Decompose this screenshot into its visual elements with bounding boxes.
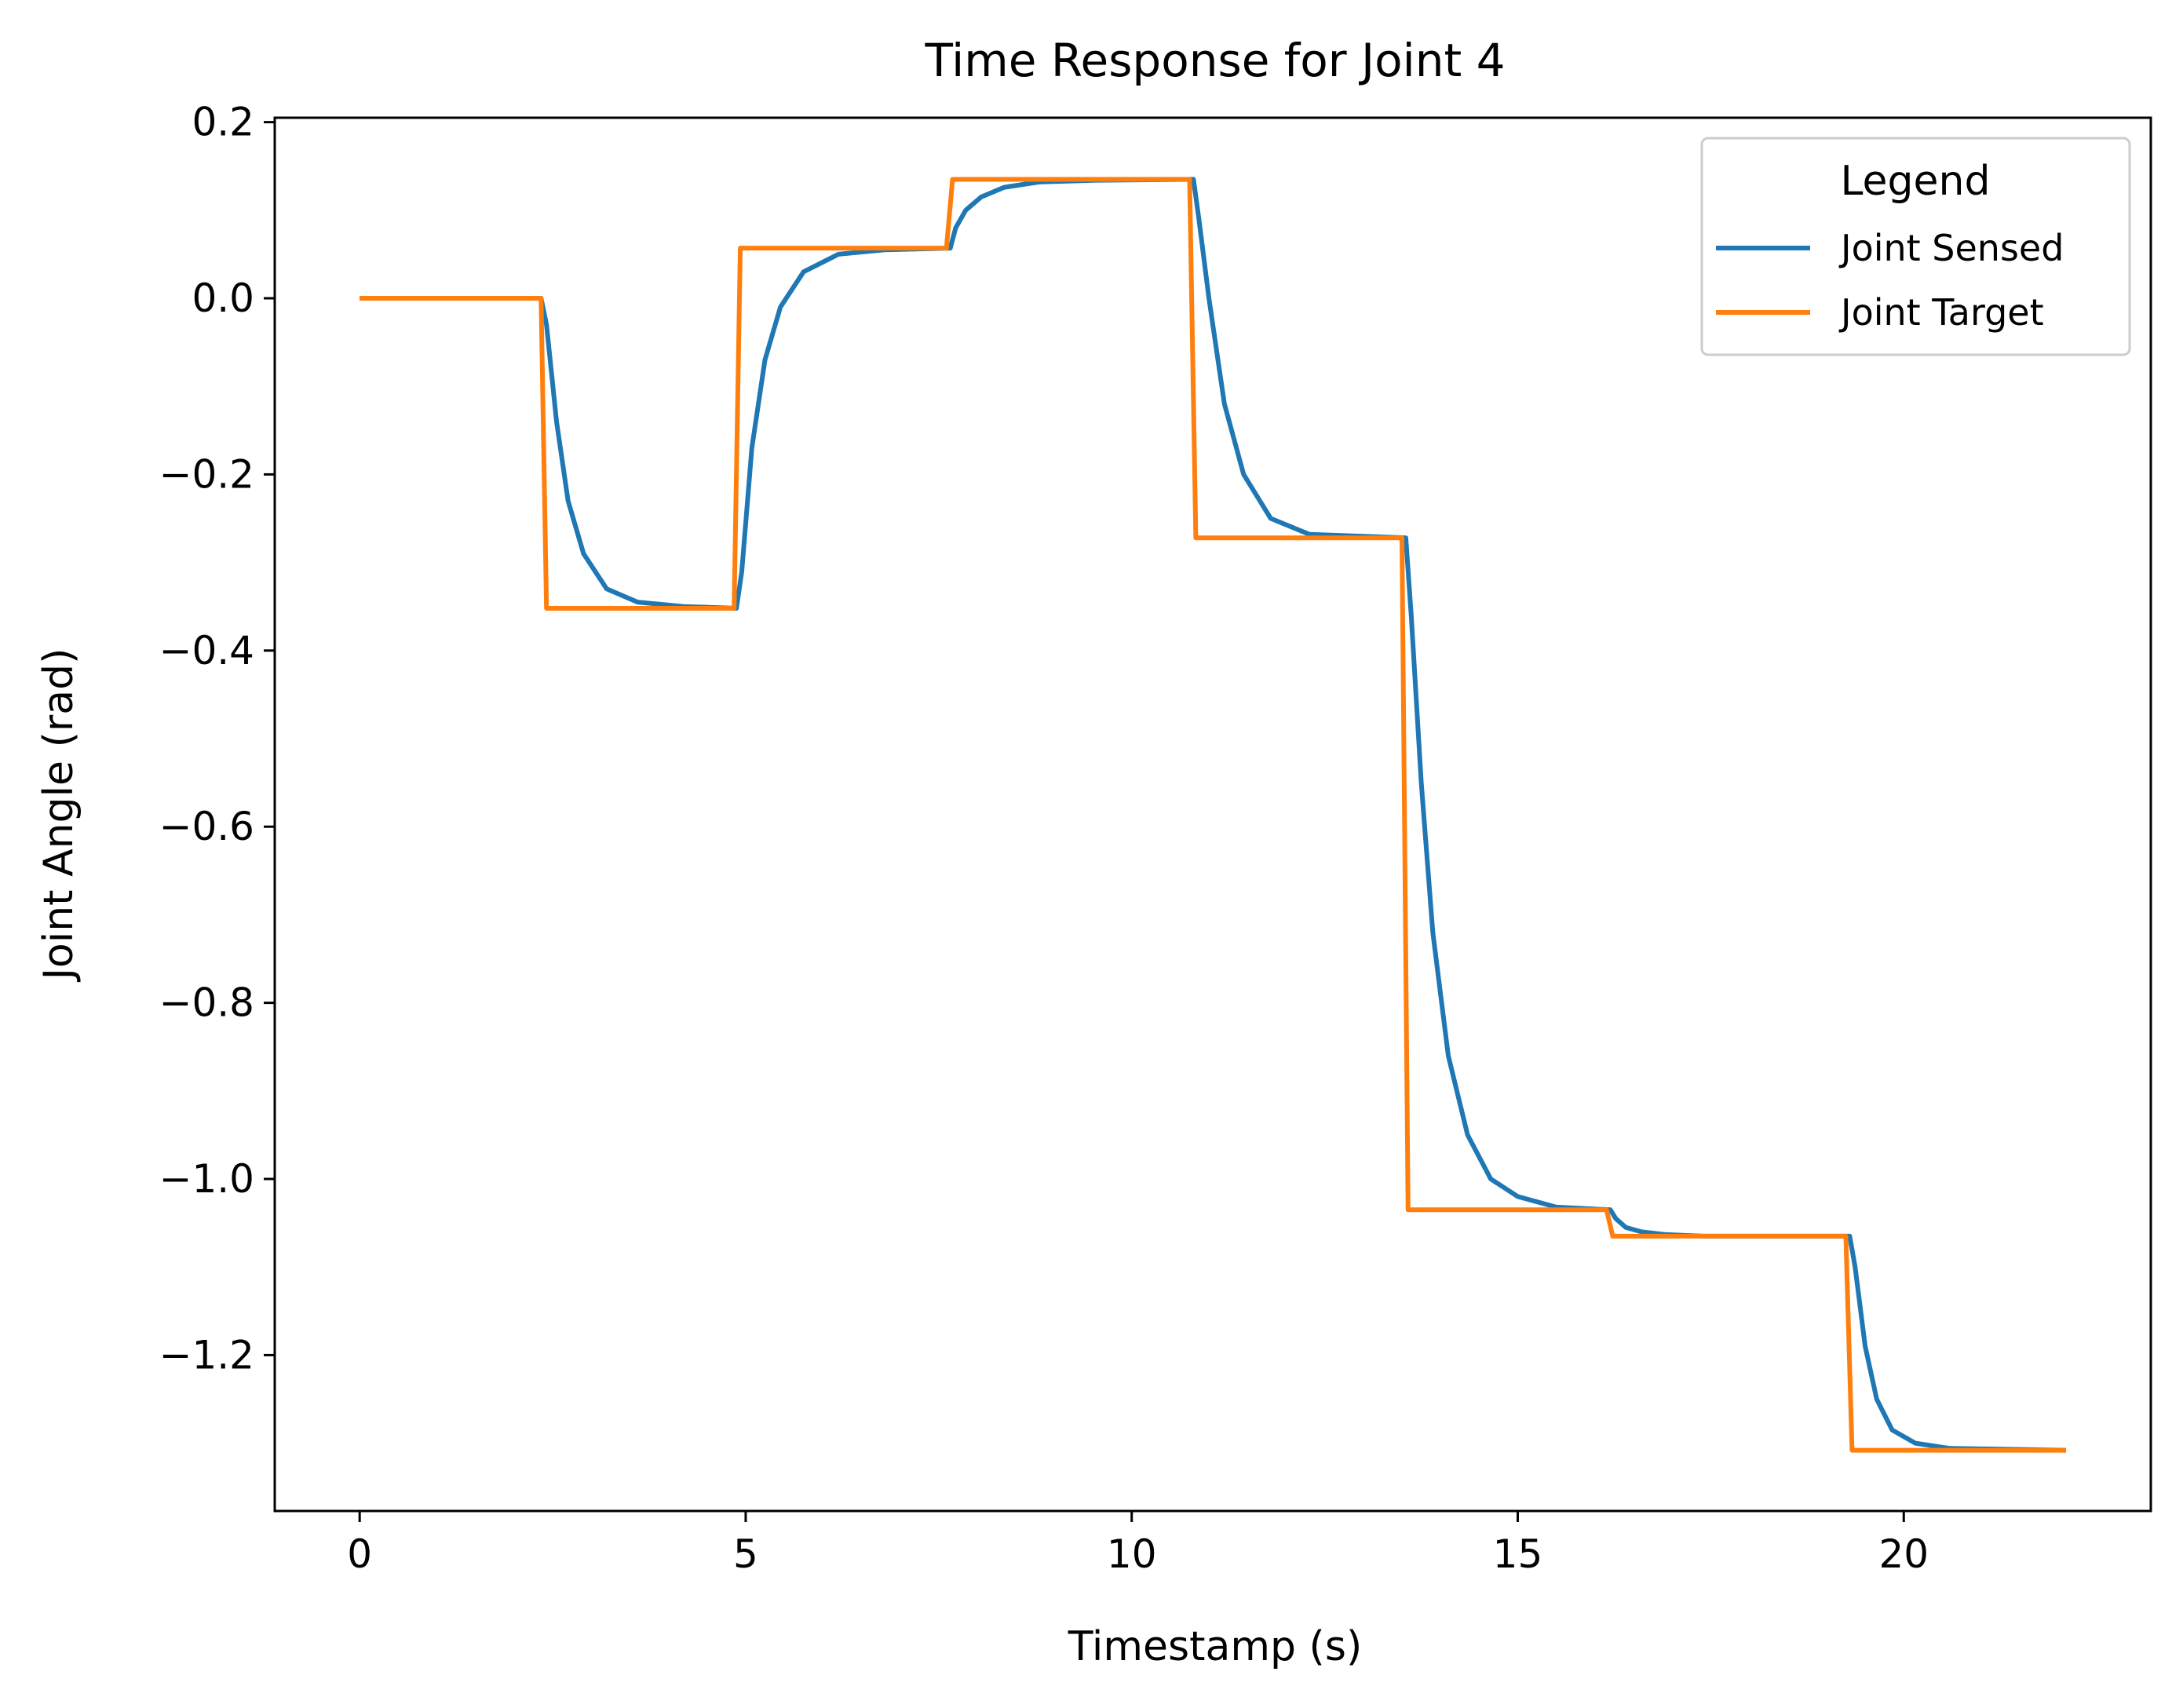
y-tick-label: −0.8 bbox=[159, 980, 254, 1026]
x-tick-label: 10 bbox=[1107, 1531, 1157, 1577]
series-layer bbox=[360, 177, 2066, 1453]
x-tick-label: 0 bbox=[347, 1531, 372, 1577]
y-tick-label: −0.6 bbox=[159, 804, 254, 849]
legend-box bbox=[1700, 137, 2131, 356]
y-tick-label: −0.2 bbox=[159, 451, 254, 497]
x-axis-label: Timestamp (s) bbox=[1068, 1623, 1362, 1670]
x-tick-label: 5 bbox=[733, 1531, 758, 1577]
series-line-joint-target bbox=[360, 177, 2066, 1453]
plot-area bbox=[273, 116, 2152, 1513]
x-axis-ticks: 0 5 10 15 20 bbox=[347, 1511, 1929, 1577]
plot-frame bbox=[273, 116, 2152, 1513]
y-tick-label: −0.4 bbox=[159, 628, 254, 673]
legend-label-joint-sensed: Joint Sensed bbox=[1838, 227, 2064, 269]
x-tick-label: 15 bbox=[1493, 1531, 1543, 1577]
chart-title: Time Response for Joint 4 bbox=[924, 34, 1505, 87]
x-tick-label: 20 bbox=[1878, 1531, 1929, 1577]
y-tick-label: −1.0 bbox=[159, 1156, 254, 1202]
legend: Legend Joint Sensed Joint Target bbox=[1700, 137, 2131, 356]
y-tick-label: −1.2 bbox=[159, 1332, 254, 1378]
legend-title: Legend bbox=[1840, 158, 1990, 205]
y-axis-label: Joint Angle (rad) bbox=[35, 648, 82, 983]
y-tick-label: 0.2 bbox=[192, 100, 254, 145]
y-axis-ticks: 0.2 0.0 −0.2 −0.4 −0.6 −0.8 −1.0 −1.2 bbox=[159, 100, 275, 1378]
legend-label-joint-target: Joint Target bbox=[1838, 291, 2044, 334]
y-tick-label: 0.0 bbox=[192, 276, 254, 321]
